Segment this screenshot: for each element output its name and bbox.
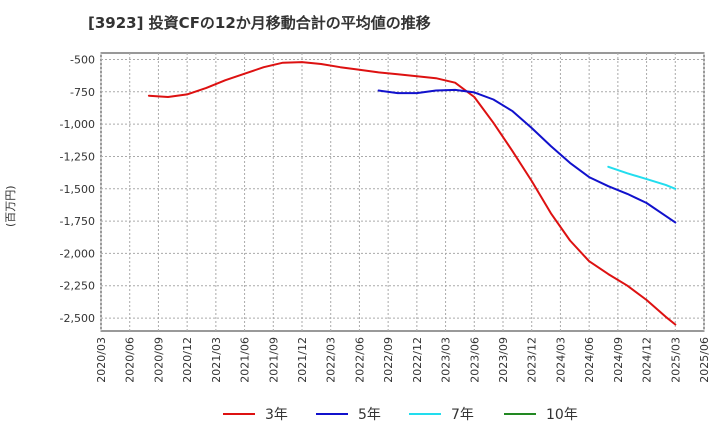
series-line xyxy=(607,165,677,190)
series-line xyxy=(147,61,677,326)
y-tick-label: -500 xyxy=(70,53,95,66)
y-tick-label: -1,250 xyxy=(60,150,95,163)
y-axis-ticks: -500 -750 -1,000 -1,250 -1,500 -1,750 -2,000 -2… xyxy=(60,53,95,325)
x-tick-label: 2024/06 xyxy=(583,337,596,383)
legend: 3年 5年 7年 10年 xyxy=(223,407,578,423)
y-tick-label: -1,500 xyxy=(60,183,95,196)
x-tick-label: 2021/09 xyxy=(267,337,280,383)
y-tick-label: -2,250 xyxy=(60,280,95,293)
x-tick-label: 2024/09 xyxy=(612,337,625,383)
x-tick-label: 2020/09 xyxy=(152,337,165,383)
x-tick-label: 2023/03 xyxy=(440,337,453,383)
x-tick-label: 2025/06 xyxy=(698,337,711,383)
x-tick-label: 2021/06 xyxy=(239,337,252,383)
x-tick-label: 2024/12 xyxy=(641,337,654,383)
plot-area xyxy=(100,52,705,332)
x-tick-label: 2021/03 xyxy=(210,337,223,383)
y-tick-label: -1,000 xyxy=(60,118,95,131)
series-lines xyxy=(147,61,677,326)
legend-label: 7年 xyxy=(451,407,474,423)
x-tick-label: 2025/03 xyxy=(669,337,682,383)
x-tick-label: 2023/12 xyxy=(526,337,539,383)
x-tick-label: 2020/12 xyxy=(181,337,194,383)
x-tick-label: 2022/12 xyxy=(411,337,424,383)
x-tick-label: 2023/09 xyxy=(497,337,510,383)
chart-title: [3923] 投資CFの12か月移動合計の平均値の推移 xyxy=(88,14,431,32)
x-tick-label: 2023/06 xyxy=(468,337,481,383)
y-tick-label: -1,750 xyxy=(60,215,95,228)
x-tick-label: 2021/12 xyxy=(296,337,309,383)
x-tick-label: 2022/09 xyxy=(382,337,395,383)
y-tick-label: -2,000 xyxy=(60,247,95,260)
x-tick-label: 2020/06 xyxy=(124,337,137,383)
x-tick-label: 2022/06 xyxy=(353,337,366,383)
x-axis-ticks: 2020/03 2020/06 2020/09 2020/12 2021/03 2021/… xyxy=(95,337,711,383)
legend-label: 3年 xyxy=(265,407,288,423)
x-tick-label: 2020/03 xyxy=(95,337,108,383)
x-tick-label: 2024/03 xyxy=(554,337,567,383)
legend-label: 5年 xyxy=(358,407,381,423)
y-tick-label: -2,500 xyxy=(60,312,95,325)
x-tick-label: 2022/03 xyxy=(325,337,338,383)
legend-label: 10年 xyxy=(546,407,578,423)
y-tick-label: -750 xyxy=(70,86,95,99)
series-line xyxy=(377,88,677,224)
grid-lines xyxy=(100,53,705,331)
